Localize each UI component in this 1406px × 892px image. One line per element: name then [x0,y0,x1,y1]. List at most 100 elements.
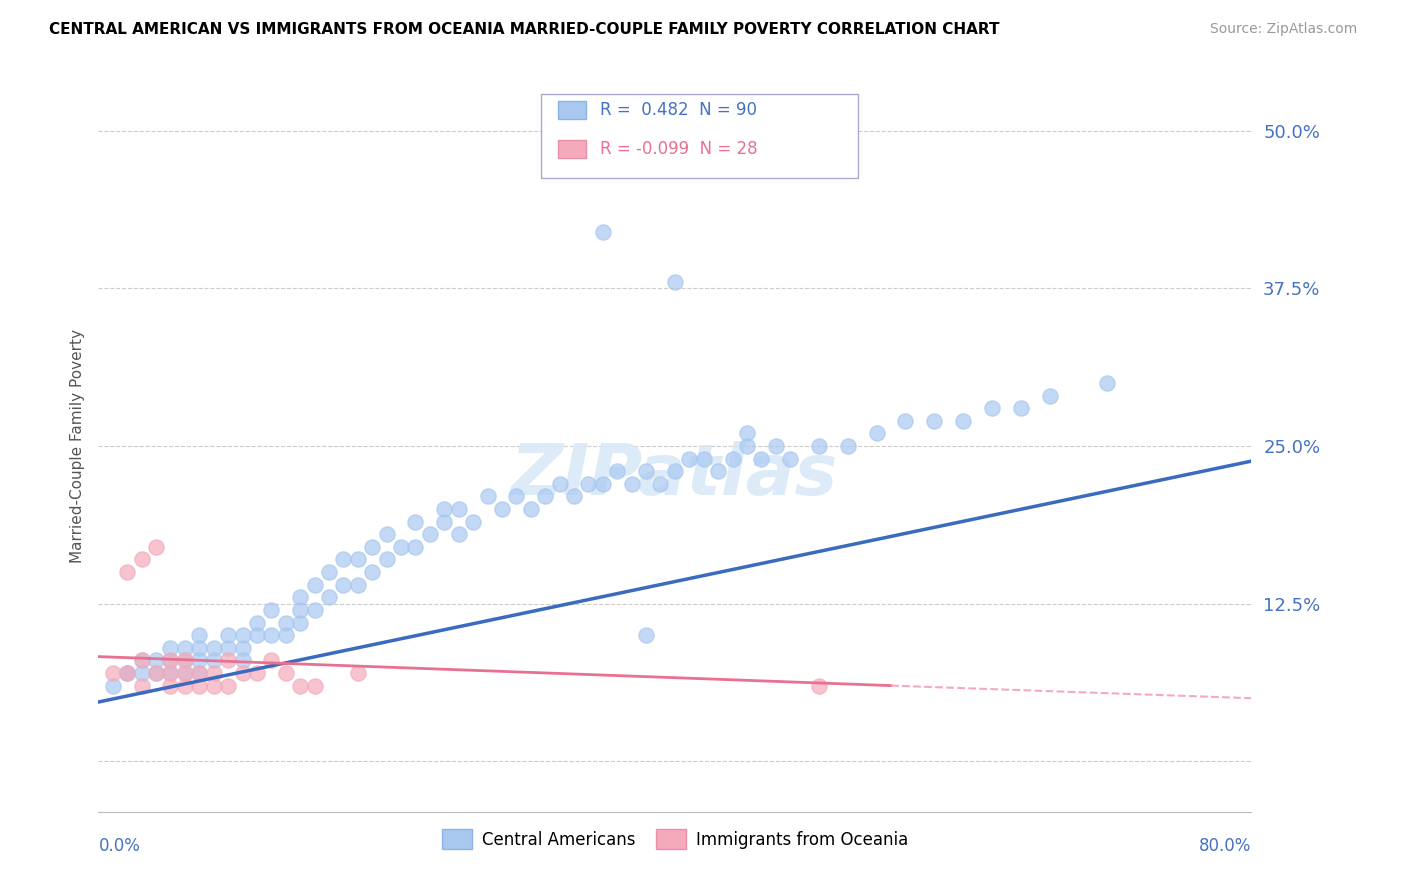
Point [217,653,239,667]
Point [461,515,484,529]
Point [159,665,181,680]
Point [447,527,470,541]
Point [159,640,181,655]
Point [246,628,269,642]
Point [101,665,124,680]
Point [389,540,412,554]
Point [375,552,398,566]
Point [751,451,773,466]
Point [145,653,167,667]
Point [217,679,239,693]
Point [592,225,614,239]
Point [290,615,312,630]
Point [145,540,167,554]
Point [721,451,744,466]
Point [174,665,197,680]
Point [1039,388,1062,402]
Point [375,527,398,541]
Point [548,476,571,491]
Point [924,414,946,428]
Point [318,591,340,605]
Point [188,665,211,680]
Text: R = -0.099  N = 28: R = -0.099 N = 28 [600,140,758,158]
Point [808,679,831,693]
Point [202,653,225,667]
Point [318,565,340,579]
Point [1097,376,1119,390]
Point [117,565,139,579]
Point [159,679,181,693]
Point [346,665,368,680]
Point [636,628,658,642]
Point [491,502,513,516]
Point [202,665,225,680]
Text: R =  0.482  N = 90: R = 0.482 N = 90 [600,101,758,119]
Point [520,502,543,516]
Point [188,653,211,667]
Text: ZIPatlas: ZIPatlas [512,441,838,509]
Point [188,640,211,655]
Point [131,653,153,667]
Point [332,578,354,592]
Point [290,679,312,693]
Point [217,628,239,642]
Point [837,439,859,453]
Point [304,679,326,693]
Point [274,665,297,680]
Point [274,628,297,642]
Point [592,476,614,491]
Point [606,464,628,478]
Point [304,603,326,617]
Point [231,640,254,655]
Point [332,552,354,566]
Point [664,275,686,289]
Point [246,615,269,630]
Point [174,653,197,667]
Point [1010,401,1032,416]
Point [131,665,153,680]
Point [231,653,254,667]
Point [894,414,917,428]
Point [188,665,211,680]
Point [159,665,181,680]
Point [346,578,368,592]
Point [131,653,153,667]
Point [361,540,384,554]
Point [477,490,499,504]
Point [433,515,456,529]
Legend: Central Americans, Immigrants from Oceania: Central Americans, Immigrants from Ocean… [436,822,914,856]
Point [231,628,254,642]
Point [405,540,427,554]
Point [290,603,312,617]
Point [159,653,181,667]
Point [664,464,686,478]
Point [405,515,427,529]
Point [131,679,153,693]
Point [765,439,787,453]
Point [808,439,831,453]
Text: 0.0%: 0.0% [98,837,141,855]
Y-axis label: Married-Couple Family Poverty: Married-Couple Family Poverty [69,329,84,563]
Point [707,464,730,478]
Point [735,426,758,441]
Point [419,527,441,541]
Point [304,578,326,592]
Point [735,439,758,453]
Point [447,502,470,516]
Point [534,490,557,504]
Point [505,490,527,504]
Point [346,552,368,566]
Point [174,640,197,655]
Text: Source: ZipAtlas.com: Source: ZipAtlas.com [1209,22,1357,37]
Point [174,679,197,693]
Point [650,476,672,491]
Point [145,665,167,680]
Point [562,490,585,504]
Point [620,476,643,491]
Point [188,679,211,693]
Point [174,653,197,667]
Point [779,451,801,466]
Point [188,628,211,642]
Point [361,565,384,579]
Point [981,401,1004,416]
